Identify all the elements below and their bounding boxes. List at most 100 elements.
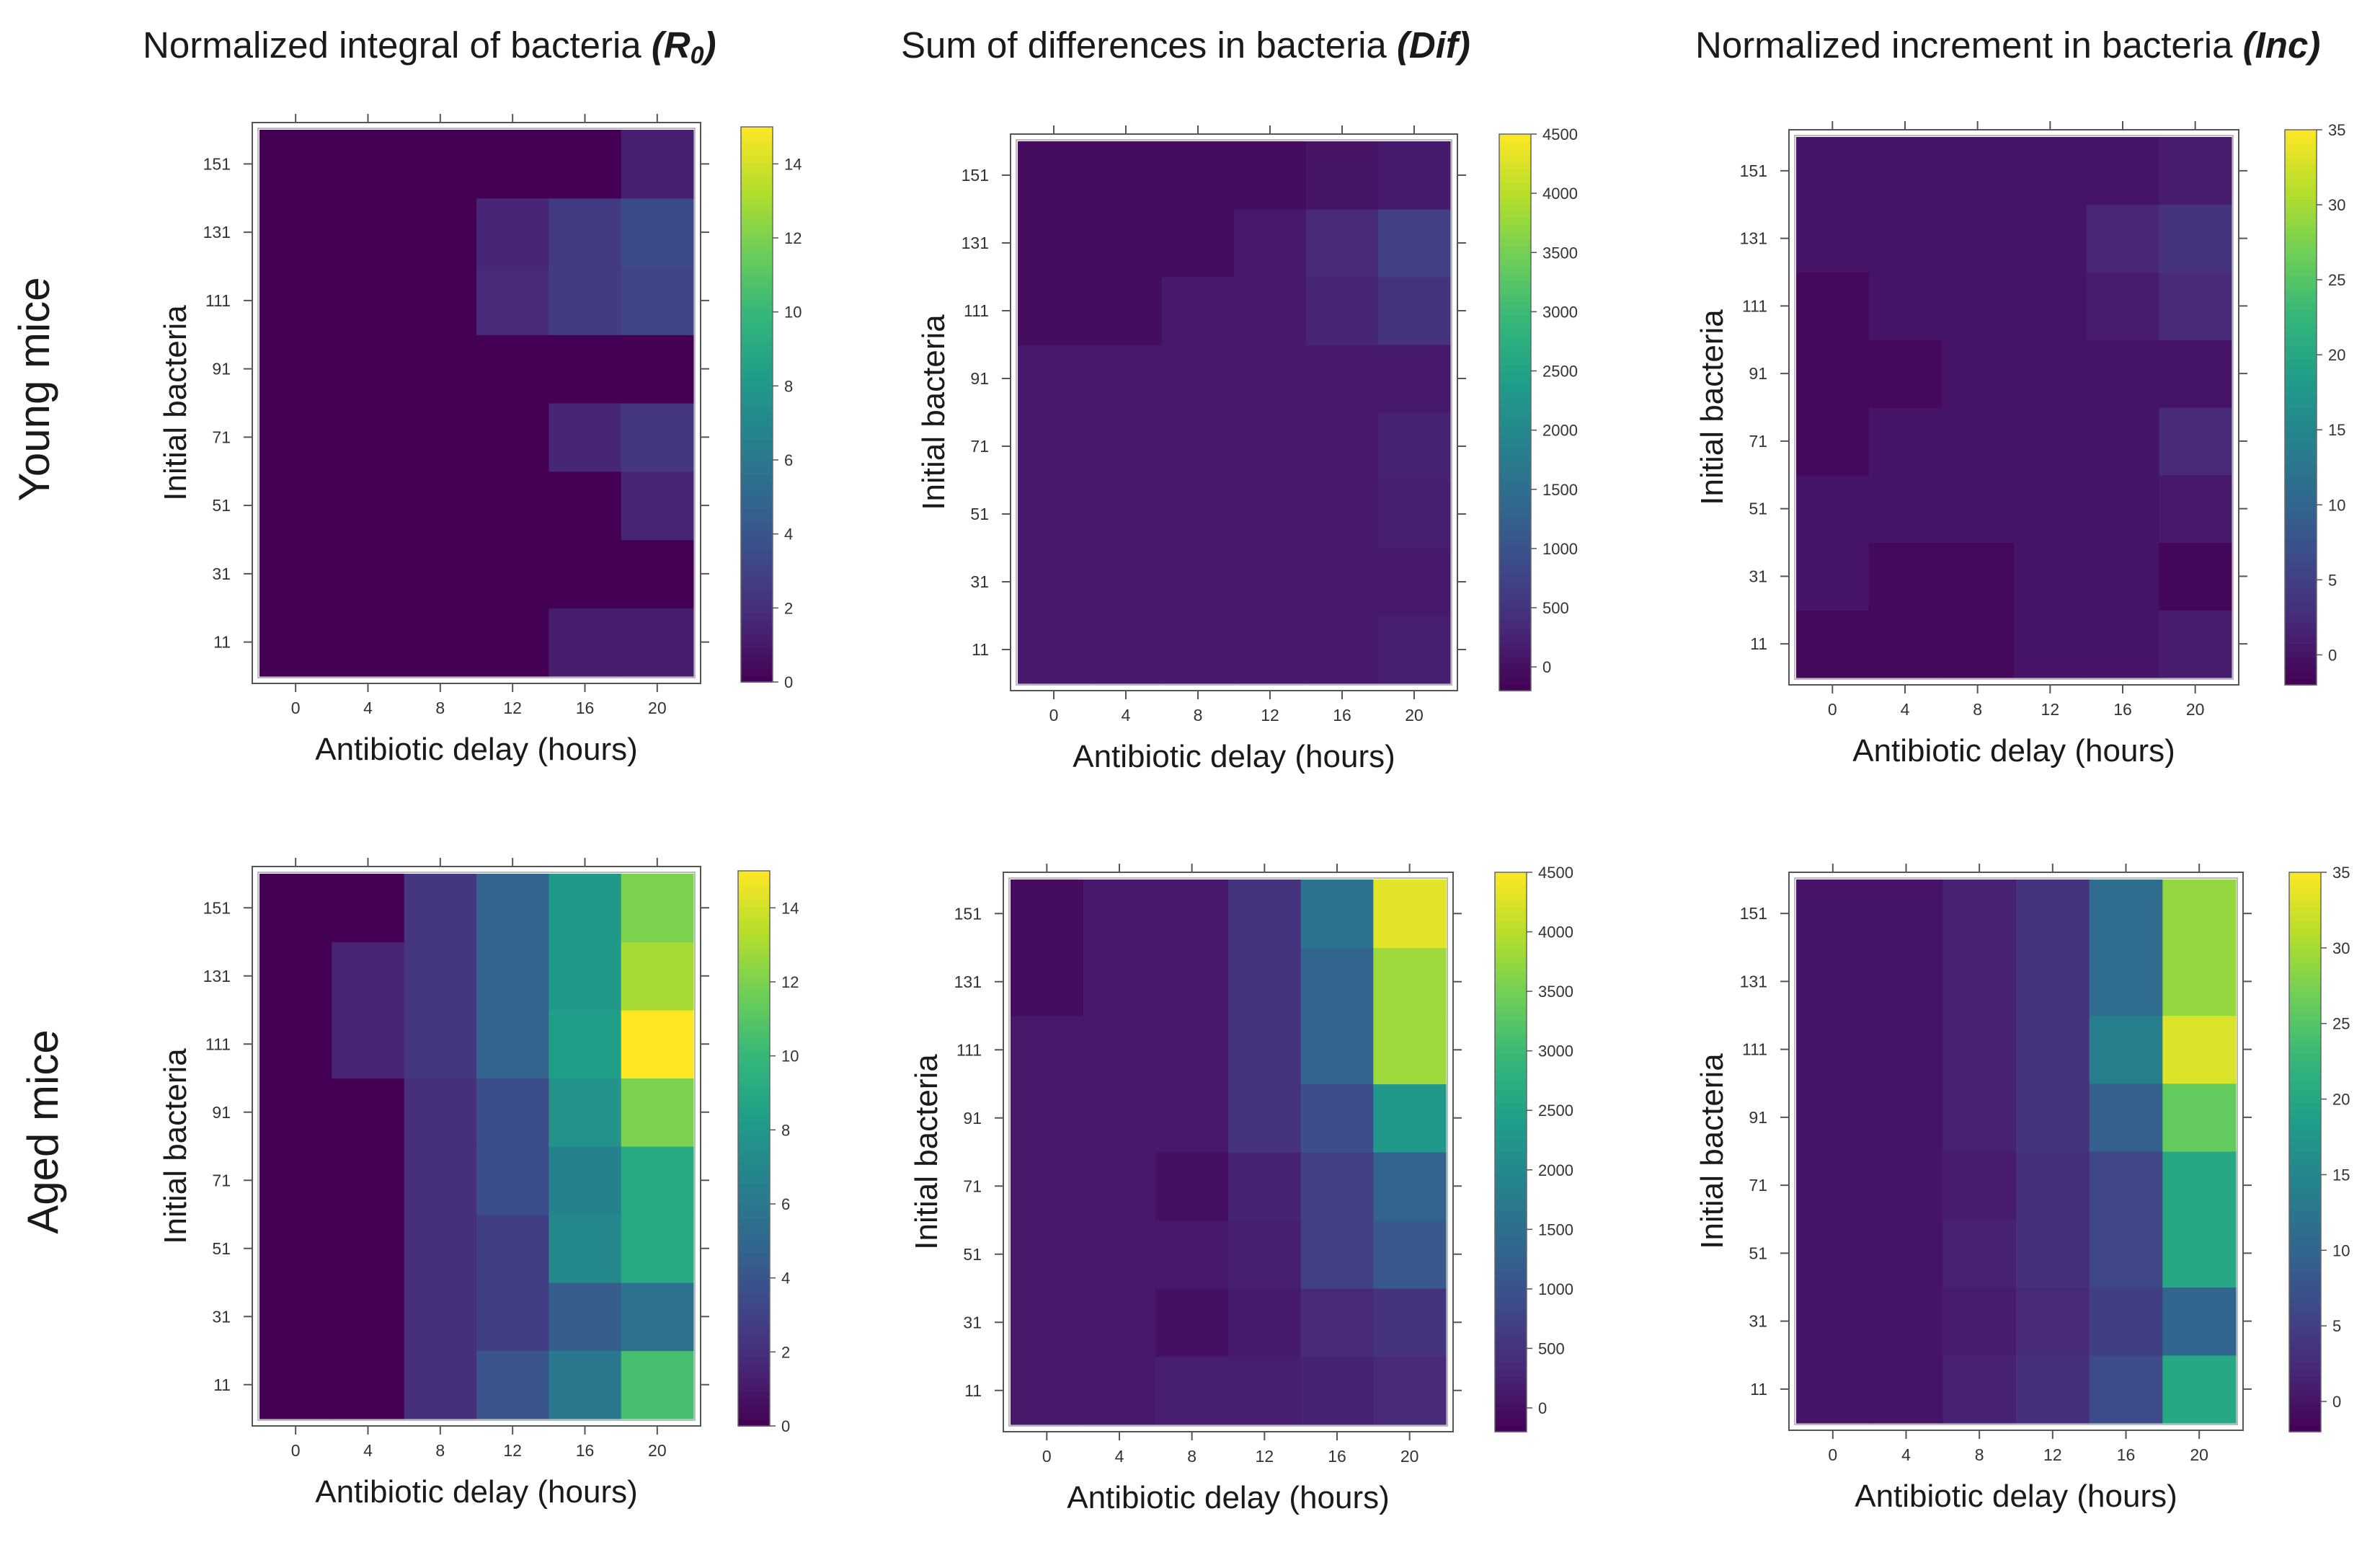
colorbar: 0 500 1000 1500 2000 2500 3000 3500 4000 4500 (1494, 864, 1573, 1432)
colorbar-segment (1499, 287, 1531, 295)
heatmap-cell (549, 334, 622, 404)
x-tick-label: 16 (1333, 706, 1351, 725)
plot-inner-frame (257, 128, 696, 678)
heatmap-cell (1868, 204, 1942, 273)
colorbar-segment (2289, 1389, 2321, 1398)
y-tick-label: 91 (963, 1109, 982, 1127)
colorbar-segment (1499, 468, 1531, 476)
heatmap-cell (549, 1282, 622, 1352)
colorbar-segment (1499, 211, 1531, 218)
colorbar-segment (741, 133, 773, 142)
colorbar-segment (2285, 678, 2317, 686)
colorbar-segment (1495, 1200, 1527, 1209)
colorbar-segment (2289, 1236, 2321, 1244)
plot-frame (1788, 872, 2244, 1431)
colorbar-segment (738, 1141, 770, 1149)
colorbar-segment (738, 919, 770, 927)
x-tick-label: 12 (1261, 706, 1279, 725)
colorbar-segment (738, 885, 770, 892)
heatmap-cell (1083, 1152, 1156, 1221)
colorbar-segment (738, 1294, 770, 1302)
heatmap-cell (2089, 1151, 2163, 1220)
colorbar-segment (1499, 551, 1531, 559)
colorbar-segment (2289, 1396, 2321, 1404)
colorbar-tick-label: 2500 (1538, 1102, 1573, 1120)
colorbar-segment (1495, 886, 1527, 894)
heatmap-cell (2086, 610, 2159, 678)
colorbar-segment (2285, 205, 2317, 214)
heatmap-cell (1378, 616, 1451, 684)
colorbar-segment (1499, 649, 1531, 657)
colorbar-tick-label: 15 (2332, 1166, 2350, 1184)
heatmap-cell (1378, 480, 1451, 549)
colorbar-segment (741, 495, 773, 502)
heatmap-cell (1234, 412, 1307, 481)
colorbar-segment (1495, 1075, 1527, 1083)
colorbar-segment (1495, 1215, 1527, 1223)
colorbar-tick-label: 1500 (1542, 481, 1578, 499)
colorbar-tick-label: 2000 (1538, 1161, 1573, 1179)
colorbar-segment (2285, 435, 2317, 443)
heatmap-cell (2089, 1219, 2163, 1288)
colorbar-segment (2289, 1257, 2321, 1264)
heatmap-cell (1796, 474, 1870, 544)
colorbar-segment (2285, 414, 2317, 422)
colorbar-segment (738, 1030, 770, 1038)
heatmap-cell (1300, 1152, 1374, 1221)
y-axis-label: Initial bacteria (916, 314, 951, 510)
colorbar-segment (741, 501, 773, 510)
heatmap-cell (549, 1078, 622, 1147)
heatmap-cell (1869, 1015, 1943, 1084)
heatmap-cell (1090, 345, 1163, 413)
colorbar-segment (2285, 463, 2317, 471)
colorbar-segment (2289, 907, 2321, 915)
colorbar-segment (1495, 1306, 1527, 1313)
colorbar-tick-label: 15 (2328, 421, 2345, 439)
y-tick-label: 11 (1750, 1380, 1767, 1399)
heatmap-cell (1378, 209, 1451, 278)
heatmap-cell (1234, 548, 1307, 616)
colorbar-segment (1499, 391, 1531, 399)
heatmap-cell (2014, 407, 2087, 476)
y-axis-label: Initial bacteria (1695, 1053, 1730, 1249)
colorbar-segment (1495, 963, 1527, 971)
heatmap-cell (332, 266, 405, 335)
colorbar-segment (1495, 1026, 1527, 1034)
heatmap-cell (1011, 1356, 1084, 1425)
colorbar-segment (1499, 377, 1531, 386)
colorbar-segment (1499, 447, 1531, 455)
heatmap-cell (1228, 1016, 1302, 1085)
colorbar-segment (738, 1093, 770, 1101)
colorbar-segment (741, 363, 773, 371)
heatmap-cell (621, 1214, 694, 1283)
colorbar-segment (1495, 1277, 1527, 1286)
heatmap-cell (1941, 204, 2015, 273)
plot-frame (252, 866, 701, 1427)
heatmap-cell (476, 874, 549, 943)
y-tick-label: 91 (970, 369, 989, 388)
colorbar-segment (2289, 1355, 2321, 1362)
heatmap-cell (1306, 209, 1379, 278)
plot-inner-frame (1794, 135, 2234, 680)
colorbar-segment (1499, 642, 1531, 650)
colorbar-segment (741, 647, 773, 655)
colorbar-segment (2285, 608, 2317, 616)
colorbar-segment (1495, 1355, 1527, 1362)
colorbar-segment (2285, 303, 2317, 311)
colorbar-segment (2285, 379, 2317, 387)
heatmap-cell (2159, 272, 2232, 340)
x-axis-label: Antibiotic delay (hours) (1852, 733, 2175, 768)
colorbar-segment (1495, 956, 1527, 964)
colorbar-segment (2289, 963, 2321, 971)
x-tick-label: 12 (2043, 1445, 2062, 1464)
colorbar-segment (2285, 254, 2317, 262)
colorbar-segment (741, 127, 773, 135)
colorbar-segment (2285, 358, 2317, 367)
heatmap-cell (332, 403, 405, 472)
colorbar-segment (741, 231, 773, 239)
colorbar-segment (2289, 1270, 2321, 1279)
x-tick-label: 0 (1042, 1447, 1052, 1466)
heatmap-cell (621, 539, 694, 608)
colorbar-segment (738, 1169, 770, 1177)
colorbar-segment (1495, 1292, 1527, 1300)
